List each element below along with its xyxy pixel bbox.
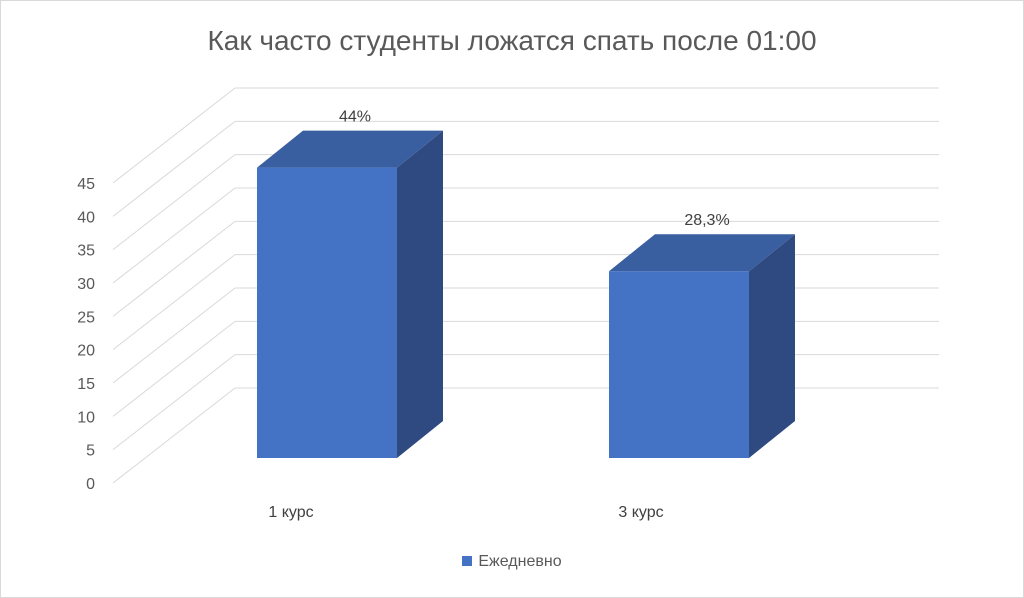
y-tick-label: 0	[86, 476, 95, 493]
y-tick-label: 20	[77, 343, 95, 360]
y-tick-label: 30	[77, 276, 95, 293]
y-tick-label: 15	[77, 376, 95, 393]
legend-label: Ежедневно	[478, 553, 562, 570]
gridline-side	[112, 220, 236, 317]
category-label: 3 курс	[618, 504, 663, 521]
gridline-side	[112, 254, 236, 351]
chart-title: Как часто студенты ложатся спать после 0…	[207, 25, 817, 56]
legend: Ежедневно	[1, 553, 1023, 571]
bar-top	[257, 130, 443, 168]
bar-top	[609, 234, 795, 272]
gridline-side	[112, 187, 236, 284]
gridline-side	[112, 154, 236, 251]
y-tick-label: 25	[77, 309, 95, 326]
gridline-side	[112, 387, 236, 484]
bar-side	[749, 234, 795, 458]
y-tick-label: 10	[77, 409, 95, 426]
legend-swatch	[462, 555, 473, 566]
y-tick-label: 45	[77, 176, 95, 193]
y-tick-label: 5	[86, 443, 95, 460]
gridline-side	[112, 287, 236, 384]
category-label: 1 курс	[268, 504, 313, 521]
gridline-side	[112, 354, 236, 451]
bar-front	[257, 167, 397, 458]
bar-front	[609, 271, 749, 458]
data-label: 28,3%	[684, 212, 729, 229]
bar-side	[397, 130, 443, 458]
gridline-side	[112, 87, 236, 184]
gridline-side	[112, 320, 236, 417]
y-tick-label: 40	[77, 209, 95, 226]
data-label: 44%	[339, 109, 371, 126]
y-tick-label: 35	[77, 243, 95, 260]
gridline-side	[112, 120, 236, 217]
